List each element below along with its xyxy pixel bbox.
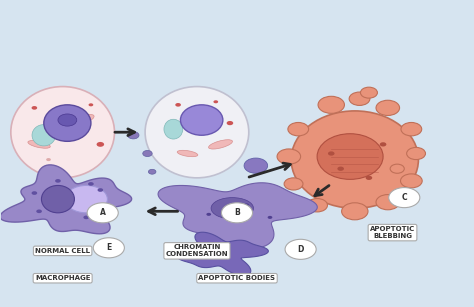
- Circle shape: [88, 182, 94, 186]
- Circle shape: [277, 149, 301, 164]
- Circle shape: [128, 132, 139, 139]
- Circle shape: [32, 191, 37, 195]
- Circle shape: [268, 216, 273, 219]
- Circle shape: [97, 142, 104, 147]
- Circle shape: [390, 164, 404, 173]
- Circle shape: [98, 188, 103, 192]
- Ellipse shape: [209, 140, 232, 149]
- Circle shape: [227, 121, 233, 125]
- Ellipse shape: [32, 125, 55, 146]
- Circle shape: [288, 122, 309, 136]
- Ellipse shape: [41, 185, 74, 213]
- Circle shape: [93, 238, 124, 258]
- Ellipse shape: [69, 115, 94, 126]
- Ellipse shape: [145, 87, 249, 178]
- Circle shape: [318, 96, 345, 113]
- Circle shape: [380, 142, 386, 146]
- Circle shape: [148, 169, 156, 174]
- Ellipse shape: [181, 105, 223, 135]
- Ellipse shape: [28, 141, 50, 148]
- Circle shape: [244, 158, 268, 173]
- Ellipse shape: [164, 119, 183, 139]
- Ellipse shape: [211, 198, 254, 219]
- Text: NORMAL CELL: NORMAL CELL: [35, 248, 90, 254]
- Circle shape: [87, 203, 118, 223]
- Circle shape: [360, 87, 377, 98]
- Ellipse shape: [11, 87, 115, 178]
- Circle shape: [36, 209, 42, 213]
- Circle shape: [376, 195, 400, 210]
- Polygon shape: [177, 232, 268, 276]
- Circle shape: [342, 203, 368, 220]
- Circle shape: [389, 188, 420, 208]
- Circle shape: [337, 167, 344, 171]
- Ellipse shape: [317, 134, 383, 179]
- Circle shape: [55, 179, 61, 183]
- Circle shape: [407, 147, 426, 160]
- Circle shape: [376, 100, 400, 115]
- Text: D: D: [297, 245, 304, 254]
- Circle shape: [284, 178, 303, 190]
- Text: MACROPHAGE: MACROPHAGE: [35, 275, 91, 281]
- Circle shape: [401, 122, 422, 136]
- Ellipse shape: [44, 105, 91, 141]
- Text: A: A: [100, 208, 106, 217]
- Text: APOPTOTIC
BLEBBING: APOPTOTIC BLEBBING: [370, 226, 415, 239]
- Ellipse shape: [291, 111, 419, 208]
- Polygon shape: [0, 165, 132, 234]
- Text: B: B: [234, 208, 240, 217]
- Circle shape: [213, 100, 218, 103]
- Circle shape: [206, 213, 211, 216]
- Text: E: E: [106, 243, 111, 252]
- Polygon shape: [158, 183, 317, 248]
- Circle shape: [328, 151, 335, 156]
- Circle shape: [244, 204, 249, 207]
- Circle shape: [89, 103, 93, 106]
- Circle shape: [143, 150, 152, 157]
- Circle shape: [365, 176, 372, 180]
- Circle shape: [221, 203, 253, 223]
- Text: APOPTOTIC BODIES: APOPTOTIC BODIES: [199, 275, 275, 281]
- Ellipse shape: [58, 114, 77, 126]
- Circle shape: [401, 174, 422, 188]
- Circle shape: [175, 103, 181, 107]
- Text: C: C: [401, 193, 407, 202]
- Circle shape: [285, 239, 316, 259]
- Circle shape: [46, 158, 51, 161]
- Circle shape: [349, 92, 370, 105]
- Text: CHROMATIN
CONDENSATION: CHROMATIN CONDENSATION: [165, 244, 228, 257]
- Circle shape: [32, 106, 37, 110]
- Circle shape: [307, 199, 328, 212]
- Ellipse shape: [177, 150, 198, 157]
- Circle shape: [83, 216, 89, 219]
- Circle shape: [65, 185, 108, 213]
